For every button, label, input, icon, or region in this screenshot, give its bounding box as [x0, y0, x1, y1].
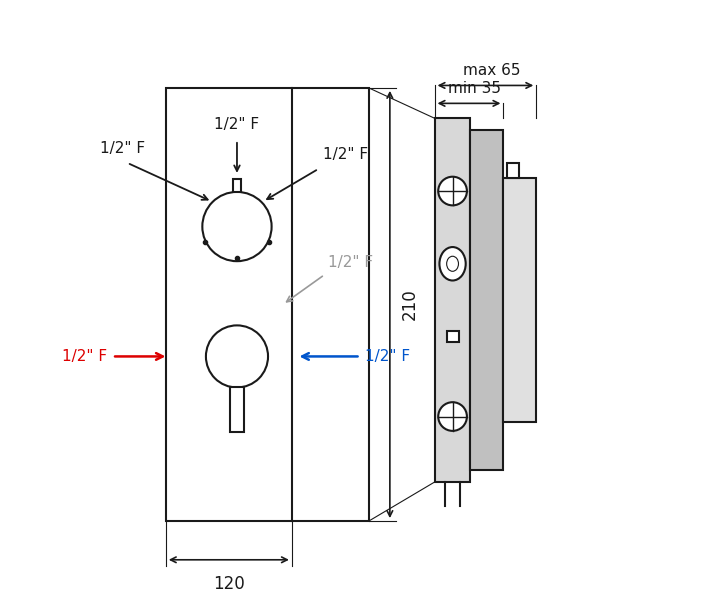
Text: 210: 210 [400, 289, 418, 320]
Bar [230, 388, 243, 432]
Text: 120: 120 [213, 575, 245, 593]
Circle shape [438, 177, 467, 205]
Text: 1/2" F: 1/2" F [365, 349, 410, 364]
Text: min 35: min 35 [449, 81, 501, 96]
Bar [503, 178, 536, 422]
Bar [233, 179, 240, 192]
Bar [446, 331, 459, 343]
Text: 1/2" F: 1/2" F [100, 140, 145, 155]
Circle shape [438, 402, 467, 431]
Bar [470, 130, 503, 470]
Circle shape [202, 192, 271, 261]
Ellipse shape [446, 256, 459, 271]
Circle shape [206, 325, 268, 388]
Bar [507, 163, 519, 178]
Bar [166, 88, 369, 521]
Text: 1/2" F: 1/2" F [323, 146, 369, 161]
Text: 1/2" F: 1/2" F [328, 255, 373, 270]
Bar [435, 118, 470, 482]
Ellipse shape [439, 247, 466, 281]
Text: 1/2" F: 1/2" F [62, 349, 107, 364]
Text: max 65: max 65 [463, 63, 520, 78]
Text: 1/2" F: 1/2" F [215, 117, 259, 132]
